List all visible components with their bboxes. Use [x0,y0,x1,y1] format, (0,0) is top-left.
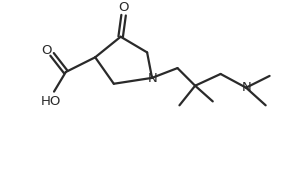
Text: N: N [148,72,158,85]
Text: O: O [41,44,52,57]
Text: O: O [118,1,129,14]
Text: HO: HO [41,95,61,108]
Text: N: N [242,81,252,94]
